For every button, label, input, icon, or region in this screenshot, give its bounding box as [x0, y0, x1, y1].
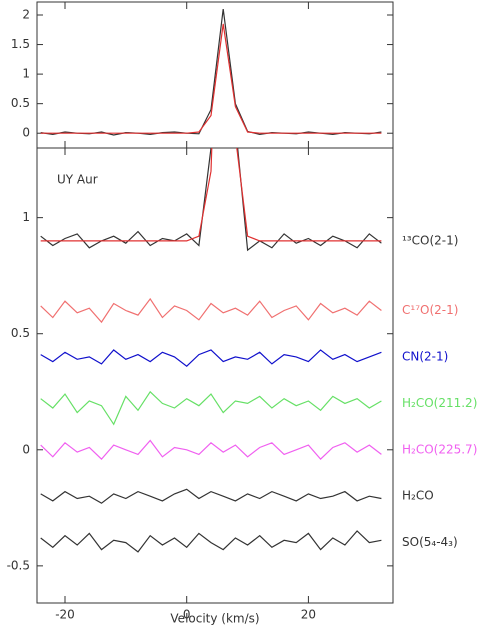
y-tick-label: 1.5: [11, 37, 30, 51]
y-tick-label: 0: [22, 442, 30, 456]
plot-frame: [36, 147, 394, 604]
x-tick-label: 0: [183, 608, 191, 622]
y-tick-label: -0.5: [7, 558, 30, 572]
series-label: CN(2-1): [402, 349, 448, 363]
x-tick-label: 20: [301, 608, 316, 622]
spectrum-line: [40, 439, 382, 460]
spectrum-line: [40, 488, 382, 504]
series-label: H₂CO(225.7): [402, 442, 477, 456]
y-tick-label: 0.5: [11, 326, 30, 340]
series-label: C¹⁷O(2-1): [402, 303, 458, 317]
y-tick-label: 2: [22, 8, 30, 22]
series-label: SO(5₄-4₃): [402, 535, 458, 549]
spectrum-line: [40, 349, 382, 367]
x-tick-label: -20: [55, 608, 75, 622]
y-tick-label: 1: [22, 67, 30, 81]
spectrum-line: [40, 148, 382, 242]
spectrum-line: [40, 390, 382, 426]
y-tick-label: 0.5: [11, 96, 30, 110]
y-tick-label: 0: [22, 126, 30, 140]
series-label: H₂CO: [402, 489, 434, 503]
spectrum-line: [40, 297, 382, 324]
x-axis-label: Velocity (km/s): [170, 612, 259, 626]
annotation: UY Aur: [57, 173, 98, 187]
series-label: ¹³CO(2-1): [402, 233, 458, 247]
y-tick-label: 1: [22, 210, 30, 224]
spectrum-line: [40, 148, 382, 252]
series-label: H₂CO(211.2): [402, 396, 477, 410]
spectrum-line: [40, 530, 382, 553]
spectrum-line: [40, 23, 382, 134]
